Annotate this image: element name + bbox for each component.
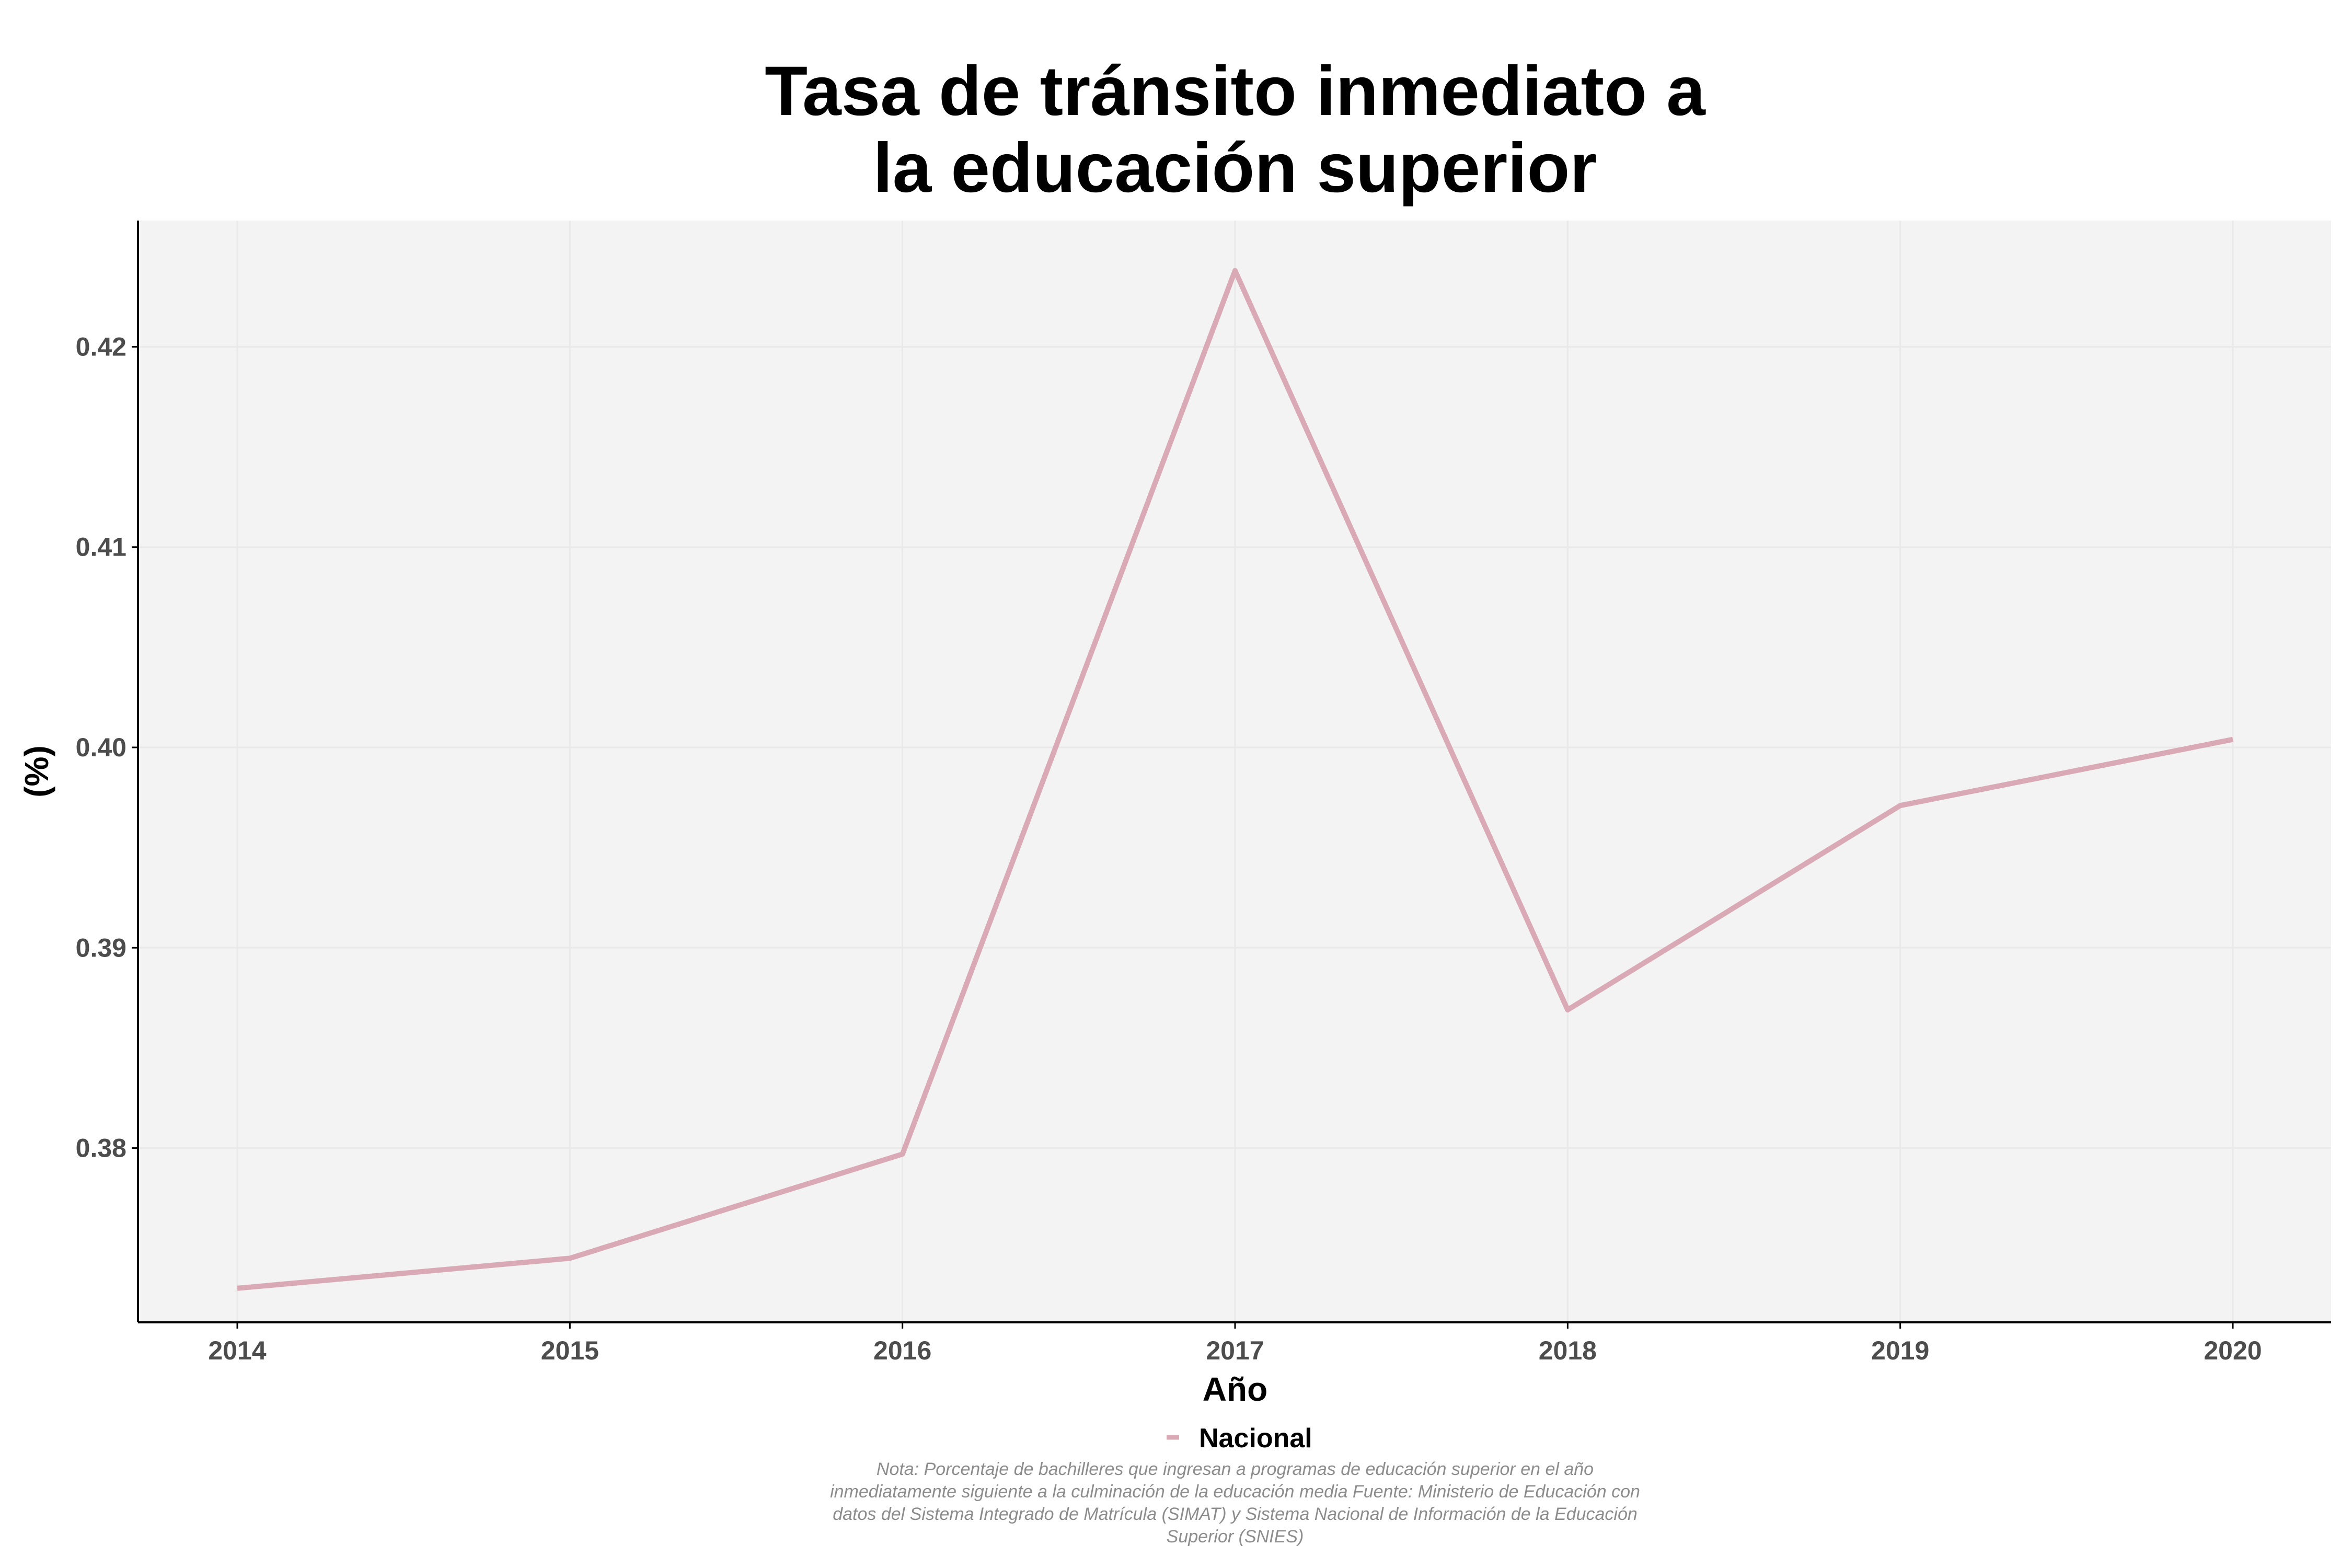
- x-tick-label: 2016: [873, 1336, 931, 1365]
- caption-line-1: Nota: Porcentaje de bachilleres que ingr…: [877, 1459, 1594, 1479]
- x-tick-label: 2017: [1206, 1336, 1264, 1365]
- y-tick-label: 0.42: [76, 332, 126, 361]
- x-axis-ticks: 2014 2015 2016 2017 2018 2019 2020: [208, 1322, 2262, 1365]
- chart-title-line-2: la educación superior: [873, 129, 1597, 207]
- y-tick-label: 0.38: [76, 1134, 126, 1163]
- y-tick-label: 0.39: [76, 933, 126, 962]
- caption: Nota: Porcentaje de bachilleres que ingr…: [830, 1459, 1640, 1547]
- caption-line-2: inmediatamente siguiente a la culminació…: [830, 1482, 1640, 1502]
- chart-title-line-1: Tasa de tránsito inmediato a: [765, 52, 1706, 130]
- y-tick-label: 0.41: [76, 533, 126, 562]
- caption-line-4: Superior (SNIES): [1167, 1527, 1304, 1547]
- y-axis-ticks: 0.38 0.39 0.40 0.41 0.42: [76, 332, 138, 1163]
- caption-line-3: datos del Sistema Integrado de Matrícula…: [833, 1504, 1638, 1524]
- grid-lines: [138, 221, 2331, 1322]
- x-tick-label: 2020: [2204, 1336, 2262, 1365]
- x-tick-label: 2014: [208, 1336, 266, 1365]
- x-tick-label: 2018: [1539, 1336, 1597, 1365]
- y-tick-label: 0.40: [76, 733, 126, 762]
- x-axis-title: Año: [1203, 1370, 1267, 1408]
- x-tick-label: 2015: [541, 1336, 599, 1365]
- x-tick-label: 2019: [1871, 1336, 1929, 1365]
- series-line-nacional: [237, 268, 2233, 1291]
- series-layer: [237, 268, 2233, 1291]
- y-axis-title: (%): [18, 745, 55, 798]
- legend: Nacional: [1167, 1423, 1312, 1454]
- chart-title: Tasa de tránsito inmediato a la educació…: [765, 52, 1706, 207]
- legend-label-nacional: Nacional: [1199, 1423, 1312, 1454]
